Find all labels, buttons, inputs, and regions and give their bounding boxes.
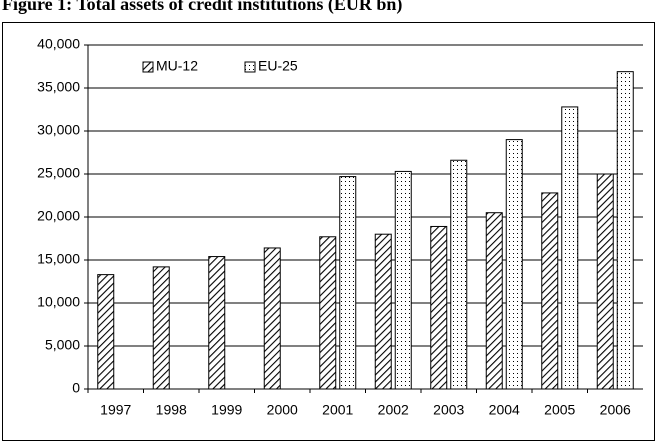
- bar: [152, 266, 170, 390]
- y-tick-label: 20,000: [37, 208, 80, 224]
- y-tick-label: 10,000: [37, 294, 80, 310]
- y-tick-label: 30,000: [37, 122, 80, 138]
- x-tick-label: 1999: [211, 402, 242, 418]
- bar: [263, 247, 281, 390]
- x-tick-label: 1997: [100, 402, 131, 418]
- x-tick-label: 2001: [322, 402, 353, 418]
- chart-frame: [2, 22, 655, 441]
- bar: [450, 159, 468, 390]
- bar: [596, 173, 614, 390]
- y-tick-label: 35,000: [37, 79, 80, 95]
- x-tick-label: 2003: [433, 402, 464, 418]
- y-tick-label: 25,000: [37, 165, 80, 181]
- bar: [394, 170, 412, 390]
- y-tick-label: 15,000: [37, 251, 80, 267]
- bar: [616, 71, 634, 390]
- y-tick-label: 5,000: [45, 337, 80, 353]
- chart-title: Figure 1: Total assets of credit institu…: [2, 0, 402, 15]
- x-tick-label: 2002: [378, 402, 409, 418]
- bar: [505, 139, 523, 390]
- bar: [430, 225, 448, 390]
- x-tick-label: 1998: [156, 402, 187, 418]
- bar: [97, 274, 115, 390]
- bar: [319, 236, 337, 390]
- legend-label: EU-25: [258, 58, 298, 74]
- bar: [561, 106, 579, 390]
- bar: [374, 233, 392, 390]
- x-tick-label: 2005: [544, 402, 575, 418]
- bar: [541, 192, 559, 390]
- y-tick-label: 40,000: [37, 36, 80, 52]
- x-tick-label: 2006: [600, 402, 631, 418]
- legend-swatch: [244, 61, 256, 73]
- bar: [339, 176, 357, 390]
- bar: [485, 212, 503, 390]
- legend-label: MU-12: [156, 58, 198, 74]
- y-tick-label: 0: [72, 380, 80, 396]
- x-tick-label: 2004: [489, 402, 520, 418]
- x-tick-label: 2000: [267, 402, 298, 418]
- bar: [208, 256, 226, 390]
- legend-swatch: [142, 61, 154, 73]
